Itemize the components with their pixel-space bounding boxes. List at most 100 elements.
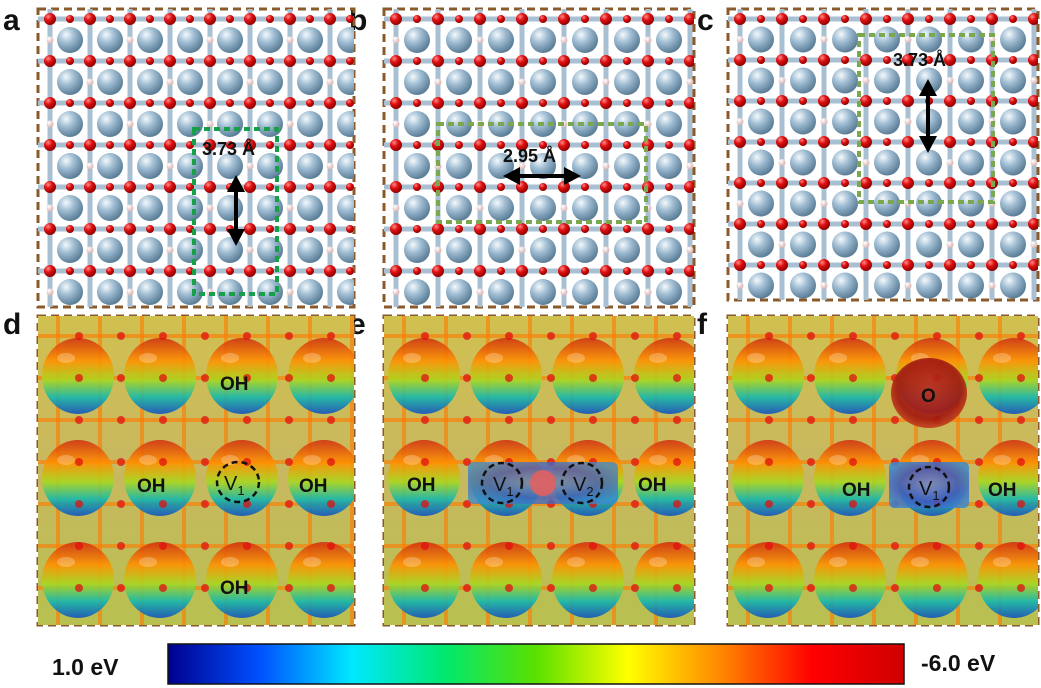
oxygen-atom: [665, 57, 673, 65]
oxygen-dot: [159, 584, 167, 592]
metal-atom: [614, 27, 640, 53]
hydrogen-atom: [904, 282, 912, 289]
metal-atom: [337, 69, 354, 95]
hydrogen-atom: [946, 241, 954, 248]
metal-atom: [748, 26, 774, 53]
oxygen-atom: [266, 183, 274, 191]
oxygen-atom: [902, 13, 914, 25]
oxygen-dot: [421, 458, 429, 466]
metal-atom: [97, 237, 123, 263]
potential-blob: [388, 542, 460, 618]
oxygen-dot: [285, 458, 293, 466]
oxygen-atom: [558, 13, 570, 25]
metal-atom: [790, 190, 816, 217]
oxygen-atom: [665, 267, 673, 275]
oxygen-atom: [244, 265, 256, 277]
metal-atom: [916, 149, 942, 176]
oxygen-dot: [285, 542, 293, 550]
oxygen-atom: [776, 95, 788, 107]
oxygen-atom: [106, 225, 114, 233]
oxygen-atom: [44, 97, 56, 109]
oxygen-atom: [346, 15, 354, 23]
oxygen-atom: [776, 136, 788, 148]
hydrogen-atom: [736, 118, 744, 125]
hydrogen-atom: [560, 204, 568, 212]
metal-atom: [1000, 26, 1026, 53]
oxygen-atom: [44, 265, 56, 277]
oxygen-atom: [1028, 136, 1038, 148]
oxygen-atom: [497, 15, 505, 23]
oxygen-atom: [44, 223, 56, 235]
hydrogen-atom: [988, 282, 996, 289]
oxygen-atom: [346, 267, 354, 275]
metal-atom: [297, 27, 323, 53]
hydrogen-atom: [476, 204, 484, 212]
metal-atom: [1000, 190, 1026, 217]
metal-atom: [1000, 67, 1026, 94]
oxygen-dot: [463, 332, 471, 340]
oxygen-dot: [75, 332, 83, 340]
highlight: [139, 455, 157, 465]
oxygen-atom: [324, 13, 336, 25]
oxygen-atom: [734, 13, 746, 25]
oxygen-atom: [106, 15, 114, 23]
oxygen-atom: [944, 136, 956, 148]
hydrogen-atom: [560, 288, 568, 296]
oxygen-atom: [944, 218, 956, 230]
oxygen-dot: [891, 332, 899, 340]
metal-atom: [337, 27, 354, 53]
oxygen-dot: [673, 374, 681, 382]
potential-blob: [42, 542, 114, 618]
oxygen-atom: [66, 99, 74, 107]
highlight: [139, 557, 157, 567]
hydrogen-atom: [862, 77, 870, 84]
metal-atom: [958, 26, 984, 53]
potential-blob: [978, 542, 1038, 618]
metal-atom: [57, 237, 83, 263]
metal-atom: [832, 26, 858, 53]
oxygen-atom: [204, 97, 216, 109]
oxygen-atom: [284, 97, 296, 109]
metal-atom: [177, 27, 203, 53]
potential-blob: [732, 440, 804, 516]
highlight: [993, 353, 1011, 363]
oxygen-atom: [734, 218, 746, 230]
metal-atom: [656, 27, 682, 53]
oxygen-dot: [285, 584, 293, 592]
oxygen-atom: [581, 141, 589, 149]
metal-atom: [257, 69, 283, 95]
oxygen-dot: [421, 542, 429, 550]
metal-atom: [698, 279, 724, 305]
oxygen-atom: [684, 139, 694, 151]
metal-atom: [446, 237, 472, 263]
potential-blob: [288, 338, 354, 414]
highlight: [649, 455, 667, 465]
oxygen-atom: [1009, 56, 1017, 64]
oxygen-dot: [1017, 458, 1025, 466]
oxygen-atom: [44, 13, 56, 25]
potential-blob: [978, 338, 1038, 414]
hydrogen-atom: [820, 282, 828, 289]
oxygen-atom: [818, 13, 830, 25]
oxygen-atom: [967, 97, 975, 105]
metal-atom: [377, 153, 403, 179]
oxygen-dot: [631, 332, 639, 340]
oxygen-dot: [547, 374, 555, 382]
metal-atom: [217, 69, 243, 95]
oxygen-dot: [631, 500, 639, 508]
oxygen-atom: [164, 265, 176, 277]
hydrogen-atom: [126, 288, 134, 296]
panel-label-f: f: [697, 308, 708, 341]
metal-atom: [377, 237, 403, 263]
metal-atom: [446, 195, 472, 221]
oxygen-atom: [684, 223, 694, 235]
oxygen-atom: [841, 179, 849, 187]
oxygen-atom: [66, 141, 74, 149]
oxygen-atom: [860, 300, 872, 312]
oxygen-atom: [124, 13, 136, 25]
oxygen-dot: [975, 374, 983, 382]
oxygen-dot: [327, 458, 335, 466]
oxygen-dot: [159, 332, 167, 340]
highlight: [911, 557, 929, 567]
hydrogen-atom: [286, 288, 294, 296]
